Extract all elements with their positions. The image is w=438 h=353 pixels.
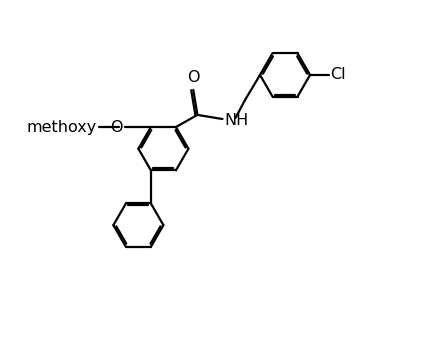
Text: NH: NH [225, 113, 249, 128]
Text: methoxy: methoxy [27, 120, 97, 134]
Text: O: O [187, 70, 200, 85]
Text: Cl: Cl [331, 67, 346, 82]
Text: O: O [110, 120, 123, 134]
